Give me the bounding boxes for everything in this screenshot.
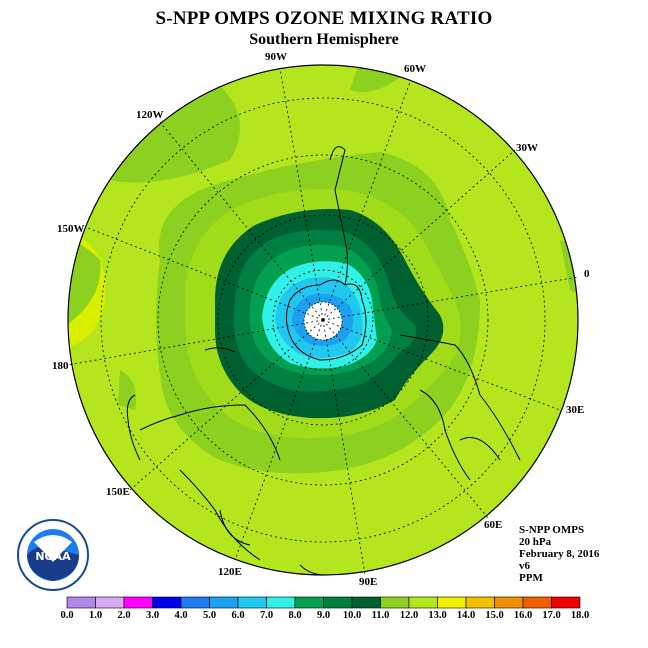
lon-label-180: 180: [52, 360, 69, 372]
colorbar-swatch: [494, 596, 524, 609]
lon-label-60w: 60W: [404, 63, 426, 75]
lon-label-150w: 150W: [57, 223, 85, 235]
colorbar-swatch: [180, 596, 210, 609]
colorbar-tick-label: 12.0: [399, 610, 419, 621]
colorbar-swatch: [66, 596, 96, 609]
colorbar-tick-label: 3.0: [145, 610, 160, 621]
colorbar-tick-label: 17.0: [542, 610, 561, 621]
noaa-logo: NOAA: [17, 519, 89, 591]
ozone-field-11: [118, 370, 136, 410]
colorbar-swatch: [408, 596, 438, 609]
colorbar-swatch: [294, 596, 324, 609]
lon-label-90w: 90W: [265, 51, 287, 63]
colorbar-tick-label: 15.0: [485, 610, 504, 621]
ozone-field-13: [68, 70, 240, 183]
colorbar-swatch: [237, 596, 267, 609]
colorbar-tick-label: 5.0: [202, 610, 217, 621]
lon-label-30w: 30W: [516, 142, 538, 154]
colorbar-tick-label: 7.0: [259, 610, 274, 621]
lon-label-150e: 150E: [106, 486, 130, 498]
colorbar-tick-label: 6.0: [231, 610, 245, 621]
graticule: [67, 67, 579, 576]
colorbar-tick-label: 11.0: [371, 610, 390, 621]
colorbar-tick-label: 4.0: [174, 610, 188, 621]
lon-label-60e: 60E: [484, 519, 503, 531]
colorbar-swatch: [551, 596, 581, 609]
colorbar-tick-label: 10.0: [342, 610, 362, 621]
colorbar-tick-label: 0.0: [60, 610, 74, 621]
colorbar-swatch: [465, 596, 495, 609]
colorbar-swatch: [323, 596, 353, 609]
colorbar-swatch: [95, 596, 125, 609]
colorbar-tick-label: 9.0: [316, 610, 331, 621]
colorbar-tick-label: 2.0: [117, 610, 131, 621]
colorbar-swatch: [437, 596, 467, 609]
colorbar-swatch: [266, 596, 296, 609]
colorbar-tick-label: 8.0: [288, 610, 302, 621]
lon-label-0: 0: [584, 268, 590, 280]
noaa-logo-text: NOAA: [35, 550, 71, 563]
lon-label-30e: 30E: [566, 404, 585, 416]
colorbar-tick-label: 14.0: [456, 610, 476, 621]
instrument-label: S-NPP OMPS: [519, 524, 585, 536]
coastlines: [126, 146, 521, 575]
colorbar: [66, 596, 581, 609]
colorbar-swatch: [209, 596, 239, 609]
colorbar-tick-label: 13.0: [428, 610, 447, 621]
colorbar-swatch: [380, 596, 410, 609]
map-boundary: [67, 64, 579, 576]
version-label: v6: [519, 560, 530, 572]
colorbar-tick-label: 1.0: [88, 610, 103, 621]
colorbar-swatch: [522, 596, 552, 609]
map-title: S-NPP OMPS OZONE MIXING RATIO: [155, 8, 493, 29]
colorbar-tick-label: 16.0: [513, 610, 533, 621]
lon-label-120w: 120W: [136, 109, 164, 121]
lon-label-90e: 90E: [359, 576, 378, 588]
colorbar-swatch: [152, 596, 182, 609]
units-label: PPM: [519, 572, 543, 584]
colorbar-swatch: [123, 596, 153, 609]
lon-label-120e: 120E: [218, 566, 242, 578]
pressure-level-label: 20 hPa: [519, 536, 552, 548]
date-label: February 8, 2016: [519, 548, 600, 560]
colorbar-tick-label: 18.0: [570, 610, 590, 621]
colorbar-swatch: [351, 596, 381, 609]
map-subtitle: Southern Hemisphere: [249, 31, 399, 48]
